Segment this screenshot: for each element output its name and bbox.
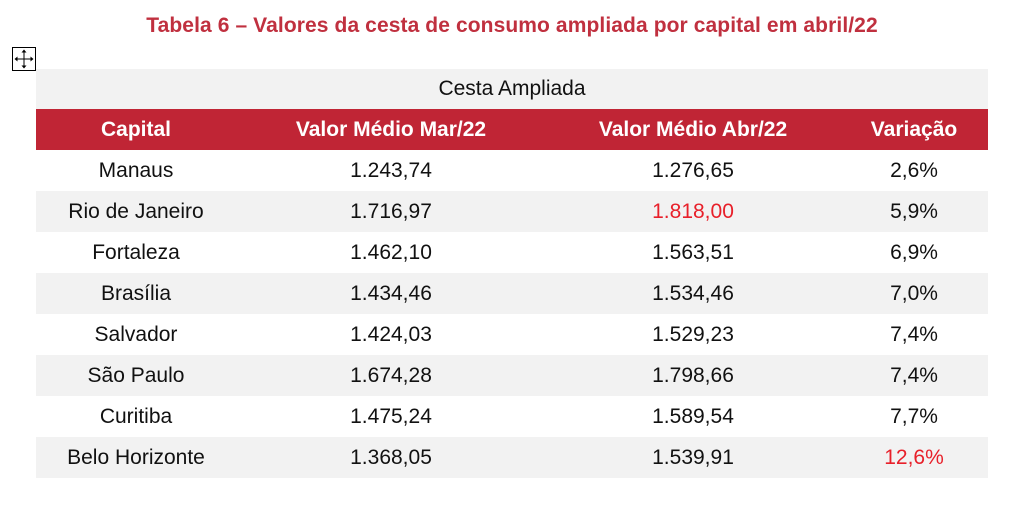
move-arrows-icon[interactable] [12, 47, 36, 71]
variacao-cell: 6,9% [890, 240, 938, 264]
capital-cell: Salvador [94, 322, 178, 346]
variacao-cell: 5,9% [890, 199, 938, 223]
valor-abr-cell: 1.798,66 [652, 363, 734, 387]
variacao-cell: 2,6% [890, 158, 938, 182]
valor-mar-cell: 1.716,97 [350, 199, 432, 223]
capital-cell: Manaus [98, 158, 174, 182]
valor-mar-cell: 1.434,46 [350, 281, 432, 305]
valor-abr-cell: 1.276,65 [652, 158, 734, 182]
capital-cell: Brasília [100, 281, 172, 305]
table-title: Tabela 6 – Valores da cesta de consumo a… [146, 14, 878, 37]
valor-mar-cell: 1.475,24 [350, 404, 432, 428]
variacao-cell: 7,0% [890, 281, 938, 305]
column-header-capital: Capital [100, 117, 171, 141]
valor-mar-cell: 1.674,28 [350, 363, 432, 387]
variacao-cell-highlighted: 12,6% [884, 445, 944, 469]
table-header-row: Capital Valor Médio Mar/22 Valor Médio A… [36, 109, 988, 150]
valor-mar-cell: 1.462,10 [350, 240, 432, 264]
variacao-cell: 7,4% [890, 322, 938, 346]
column-header-valor-mar: Valor Médio Mar/22 [295, 117, 487, 141]
table-row: Belo Horizonte 1.368,05 1.539,91 12,6% [36, 437, 988, 478]
valor-abr-cell: 1.539,91 [652, 445, 734, 469]
capital-cell: Fortaleza [92, 240, 180, 264]
valor-abr-cell: 1.589,54 [652, 404, 734, 428]
valor-abr-cell: 1.529,23 [652, 322, 734, 346]
cesta-ampliada-table: Cesta Ampliada Capital Valor Médio Mar/2… [36, 69, 988, 478]
group-header: Cesta Ampliada [36, 69, 988, 109]
variacao-cell: 7,7% [890, 404, 938, 428]
table-row: Rio de Janeiro 1.716,97 1.818,00 5,9% [36, 191, 988, 232]
valor-abr-cell: 1.534,46 [652, 281, 734, 305]
capital-cell: São Paulo [87, 363, 185, 387]
capital-cell: Belo Horizonte [67, 445, 205, 469]
table-row: Manaus 1.243,74 1.276,65 2,6% [36, 150, 988, 191]
valor-mar-cell: 1.368,05 [350, 445, 432, 469]
table-row: São Paulo 1.674,28 1.798,66 7,4% [36, 355, 988, 396]
table-row: Curitiba 1.475,24 1.589,54 7,7% [36, 396, 988, 437]
capital-cell: Rio de Janeiro [68, 199, 204, 223]
table-row: Fortaleza 1.462,10 1.563,51 6,9% [36, 232, 988, 273]
valor-mar-cell: 1.424,03 [350, 322, 432, 346]
valor-mar-cell: 1.243,74 [350, 158, 432, 182]
valor-abr-cell: 1.563,51 [652, 240, 734, 264]
column-header-valor-abr: Valor Médio Abr/22 [598, 117, 788, 141]
column-header-variacao: Variação [870, 117, 958, 141]
table-row: Salvador 1.424,03 1.529,23 7,4% [36, 314, 988, 355]
table-row: Brasília 1.434,46 1.534,46 7,0% [36, 273, 988, 314]
valor-abr-cell-highlighted: 1.818,00 [652, 199, 734, 223]
variacao-cell: 7,4% [890, 363, 938, 387]
capital-cell: Curitiba [99, 404, 173, 428]
